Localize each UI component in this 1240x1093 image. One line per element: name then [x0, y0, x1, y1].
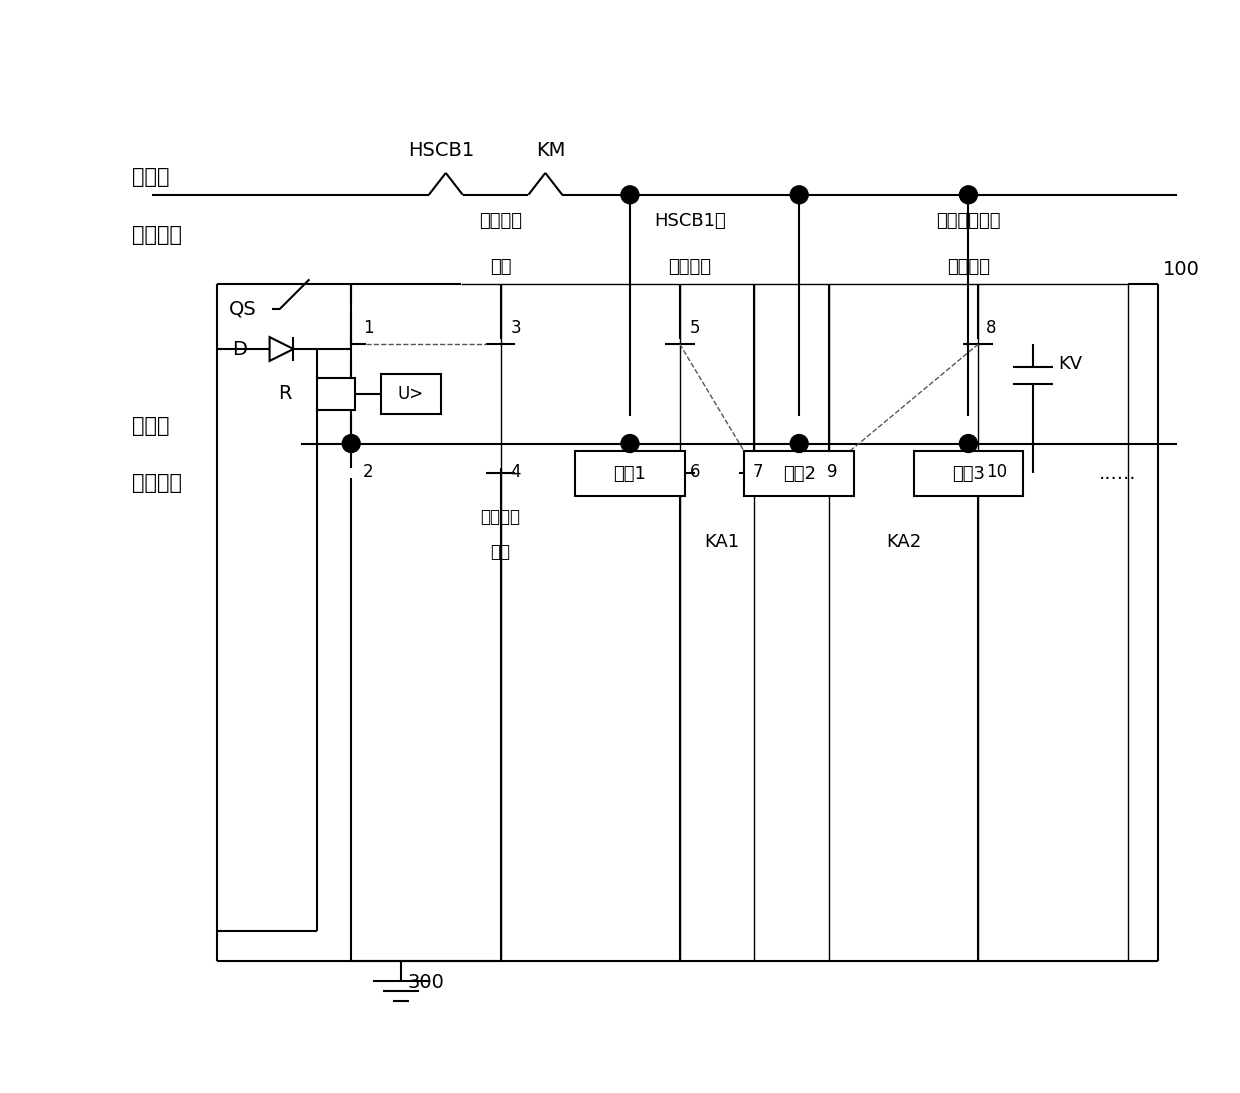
Text: 9: 9	[827, 463, 837, 481]
Text: R: R	[278, 385, 291, 403]
Circle shape	[621, 186, 639, 203]
Text: D: D	[232, 340, 247, 359]
Text: 6: 6	[689, 463, 701, 481]
Text: 4: 4	[511, 463, 521, 481]
Text: HSCB1的: HSCB1的	[653, 212, 725, 230]
Text: 10: 10	[986, 463, 1007, 481]
Circle shape	[790, 186, 808, 203]
Circle shape	[342, 435, 360, 453]
Text: 高唸负极: 高唸负极	[133, 473, 182, 493]
Text: KA1: KA1	[704, 533, 739, 551]
Circle shape	[790, 435, 808, 453]
Text: 负载3: 负载3	[952, 465, 985, 483]
Text: ......: ......	[1099, 465, 1137, 483]
Text: 负载1: 负载1	[614, 465, 646, 483]
Text: 漏电保护动作: 漏电保护动作	[936, 212, 1001, 230]
Bar	[575, 451, 684, 496]
Polygon shape	[269, 337, 294, 361]
Text: QS: QS	[229, 299, 257, 319]
Text: KM: KM	[536, 141, 565, 160]
Bar	[381, 374, 440, 413]
Text: KV: KV	[1058, 355, 1083, 373]
Text: KA2: KA2	[887, 533, 921, 551]
Bar	[914, 451, 1023, 496]
Bar	[744, 451, 854, 496]
Bar	[317, 378, 355, 410]
Text: 检测电路: 检测电路	[947, 258, 990, 277]
Circle shape	[621, 435, 639, 453]
Text: 5: 5	[689, 319, 701, 337]
Text: 正极: 正极	[490, 258, 511, 277]
Text: 电网的: 电网的	[133, 167, 170, 187]
Text: 正极: 正极	[491, 543, 511, 561]
Text: 7: 7	[753, 463, 763, 481]
Text: 电网的: 电网的	[133, 415, 170, 436]
Circle shape	[960, 186, 977, 203]
Text: 低唸电源: 低唸电源	[479, 212, 522, 230]
Text: 低唸电源: 低唸电源	[481, 508, 521, 526]
Text: 1: 1	[363, 319, 373, 337]
Text: 2: 2	[363, 463, 373, 481]
Text: 高唸正极: 高唸正极	[133, 224, 182, 245]
Text: U>: U>	[398, 385, 424, 403]
Text: 8: 8	[986, 319, 997, 337]
Text: 3: 3	[511, 319, 521, 337]
Text: 100: 100	[1163, 260, 1199, 280]
Circle shape	[960, 435, 977, 453]
Text: 控制回路: 控制回路	[668, 258, 712, 277]
Text: 负载2: 负载2	[782, 465, 816, 483]
Text: HSCB1: HSCB1	[408, 141, 474, 160]
Text: 300: 300	[408, 973, 444, 991]
